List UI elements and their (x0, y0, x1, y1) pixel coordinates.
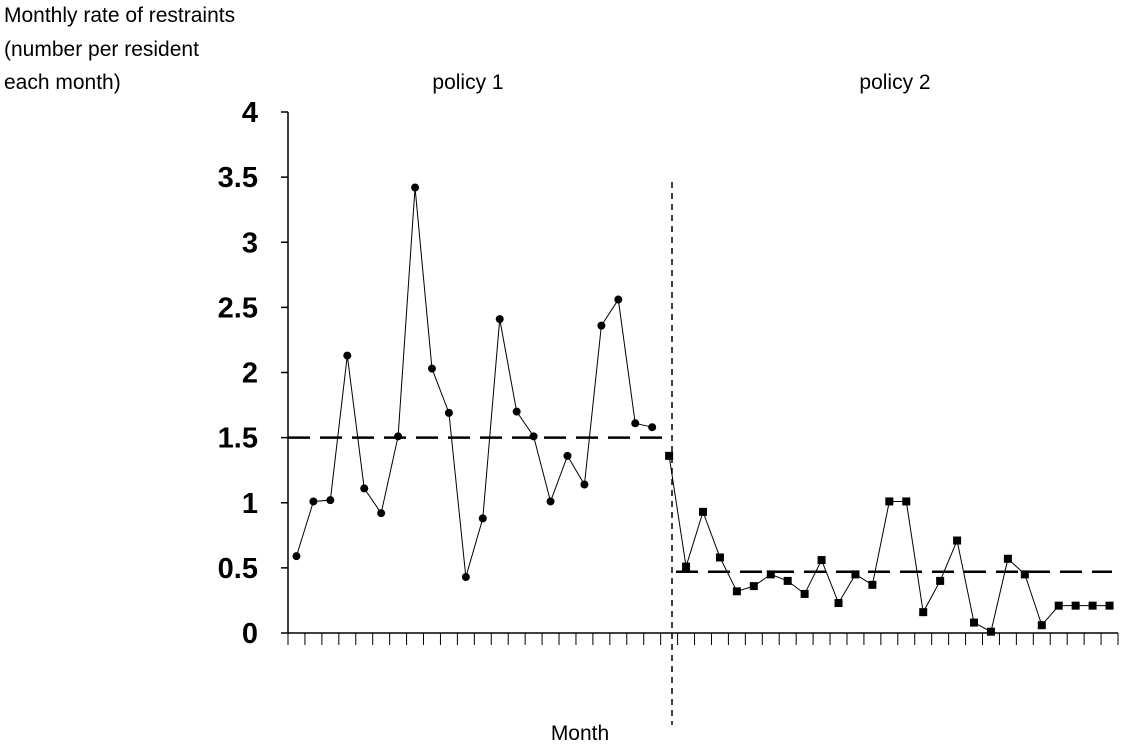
data-point (377, 509, 386, 518)
data-point (749, 582, 758, 591)
y-axis-title-line-2: (number per resident (4, 38, 199, 61)
data-point (800, 589, 809, 598)
data-point (326, 496, 335, 505)
data-point (868, 580, 877, 589)
y-tick-label: 0.5 (218, 553, 258, 585)
y-tick-label: 0 (242, 618, 258, 650)
y-tick-label: 1 (242, 488, 258, 520)
data-point (648, 423, 657, 432)
section-label-policy-2: policy 2 (859, 71, 930, 94)
data-point (546, 497, 555, 506)
data-point (597, 321, 606, 330)
y-tick-label: 2 (242, 358, 258, 390)
data-point (1020, 570, 1029, 579)
data-point (563, 451, 572, 460)
data-point (495, 315, 504, 324)
series-line-1 (295, 187, 653, 578)
data-point (885, 497, 894, 506)
data-point (394, 432, 403, 441)
y-axis-title-line-3: each month) (4, 71, 121, 94)
data-point (478, 514, 487, 523)
data-point (461, 572, 470, 581)
data-point (360, 484, 369, 493)
data-point (851, 570, 860, 579)
data-point (1003, 554, 1012, 563)
data-point (1071, 601, 1080, 610)
y-tick-label: 2.5 (218, 292, 258, 324)
data-point (1054, 601, 1063, 610)
data-point (834, 599, 843, 608)
data-point (919, 608, 928, 617)
data-point (427, 364, 436, 373)
data-point (665, 451, 674, 460)
data-point (1088, 601, 1097, 610)
data-point (444, 408, 453, 417)
data-point (614, 295, 623, 304)
data-point (1105, 601, 1114, 610)
y-axis-title-line-1: Monthly rate of restraints (4, 4, 235, 27)
data-point (953, 536, 962, 545)
data-point (732, 587, 741, 596)
data-point (936, 576, 945, 585)
y-tick-label: 3 (242, 227, 258, 259)
mean-lines (288, 436, 1112, 574)
data-point (343, 351, 352, 360)
y-tick-label: 1.5 (218, 423, 258, 455)
axis-ticks: 0 0.5 1 1.5 2 2.5 3 3.5 4 (218, 97, 1119, 650)
data-point (970, 618, 979, 627)
data-point (529, 432, 538, 441)
data-point (817, 556, 826, 565)
data-point (292, 552, 301, 561)
data-point (1037, 621, 1046, 630)
data-point (631, 419, 640, 428)
y-tick-label: 3.5 (218, 162, 258, 194)
data-point (512, 407, 521, 416)
data-point (986, 627, 995, 636)
data-point (411, 183, 420, 192)
data-point (902, 497, 911, 506)
data-point (580, 480, 589, 489)
data-point (309, 497, 318, 506)
y-tick-label: 4 (242, 97, 258, 129)
data-series (292, 183, 1114, 636)
data-point (715, 553, 724, 562)
section-label-policy-1: policy 1 (432, 71, 503, 94)
data-point (682, 562, 691, 571)
data-point (766, 570, 775, 579)
data-point (699, 507, 707, 516)
data-point (783, 576, 792, 585)
series-line-2 (668, 455, 1110, 633)
x-axis-title: Month (551, 722, 609, 745)
